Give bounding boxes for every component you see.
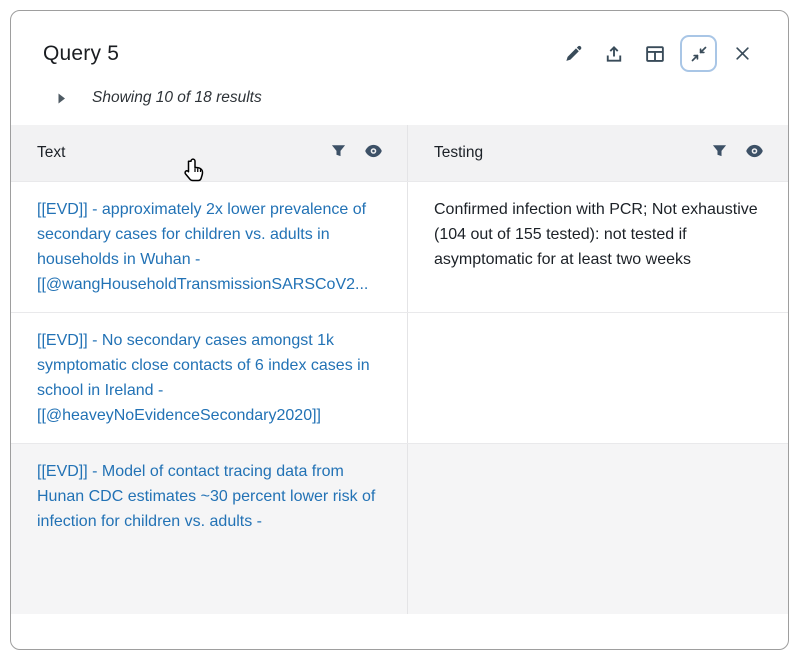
cell-testing (408, 313, 788, 443)
column-label: Testing (434, 144, 484, 161)
results-table: Text (11, 125, 788, 614)
results-summary: Showing 10 of 18 results (11, 89, 788, 107)
cell-testing: Confirmed infection with PCR; Not exhaus… (408, 182, 788, 312)
results-count-text: Showing 10 of 18 results (92, 89, 262, 106)
window-header: Query 5 (11, 11, 788, 72)
chevron-right-icon[interactable] (58, 93, 66, 104)
eye-icon[interactable] (364, 144, 383, 163)
close-icon (734, 45, 751, 62)
table-row: [[EVD]] - Model of contact tracing data … (11, 444, 788, 614)
query-results-window: Query 5 (10, 10, 789, 650)
column-header-testing: Testing (408, 125, 788, 181)
cell-text-link[interactable]: [[EVD]] - No secondary cases amongst 1k … (11, 313, 408, 443)
collapse-button[interactable] (680, 35, 717, 72)
table-row: [[EVD]] - No secondary cases amongst 1k … (11, 313, 788, 444)
table-layout-icon (645, 44, 665, 64)
table-layout-button[interactable] (639, 38, 671, 70)
upload-icon (604, 44, 624, 64)
collapse-arrows-icon (690, 45, 708, 63)
filter-icon[interactable] (711, 142, 728, 164)
toolbar (557, 35, 758, 72)
table-row: [[EVD]] - approximately 2x lower prevale… (11, 182, 788, 313)
column-label: Text (37, 144, 66, 161)
pencil-icon (564, 44, 583, 63)
cell-testing (408, 444, 788, 614)
filter-icon[interactable] (330, 142, 347, 164)
close-button[interactable] (726, 38, 758, 70)
page-title: Query 5 (43, 41, 120, 65)
export-button[interactable] (598, 38, 630, 70)
cell-text-link[interactable]: [[EVD]] - approximately 2x lower prevale… (11, 182, 408, 312)
table-header-row: Text (11, 125, 788, 182)
column-header-text: Text (11, 125, 408, 181)
edit-button[interactable] (557, 38, 589, 70)
cell-text-link[interactable]: [[EVD]] - Model of contact tracing data … (11, 444, 408, 614)
eye-icon[interactable] (745, 144, 764, 163)
